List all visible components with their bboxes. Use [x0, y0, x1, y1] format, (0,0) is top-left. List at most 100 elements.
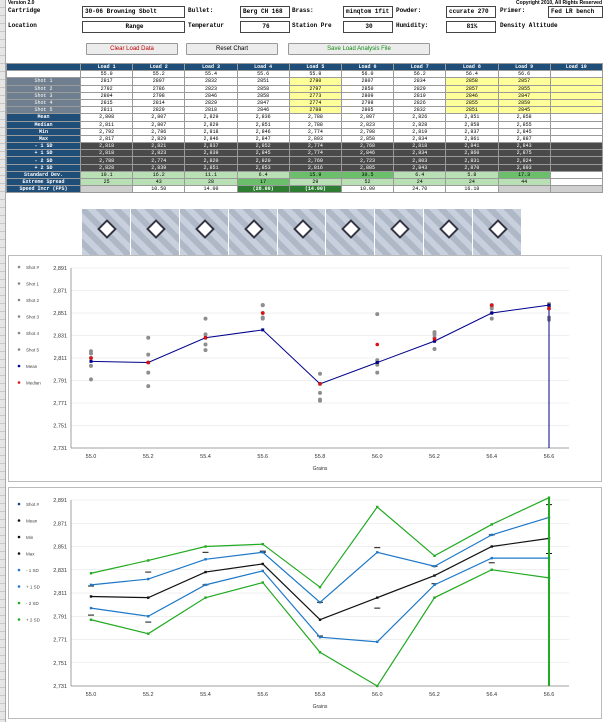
grid-cell[interactable]: 24 — [393, 177, 447, 187]
grid-cell[interactable]: Load 8 — [445, 62, 499, 72]
grid-cell[interactable]: 29 — [288, 177, 342, 187]
grid-cell[interactable]: Load 2 — [132, 62, 186, 72]
station-pressure-field[interactable]: 30 — [343, 21, 393, 33]
grid-cell[interactable]: 2,831 — [445, 156, 499, 165]
grid-cell[interactable]: 24.70 — [393, 185, 447, 194]
grid-cell[interactable]: Load 1 — [79, 62, 134, 72]
cartridge-field[interactable]: 30-06 Browning Sbolt — [82, 6, 185, 18]
grid-cell[interactable]: 2,852 — [236, 142, 290, 151]
grid-cell[interactable]: Load 10 — [549, 62, 603, 72]
grid-cell[interactable]: 2851 — [236, 77, 290, 86]
grid-cell[interactable]: 55.8 — [288, 70, 342, 79]
grid-cell[interactable]: 6.4 — [236, 170, 290, 180]
grid-cell[interactable]: 2,803 — [288, 134, 342, 144]
grid-cell[interactable]: 2832 — [184, 77, 238, 86]
grid-cell[interactable]: 2,858 — [445, 120, 499, 129]
grid-cell[interactable]: 2,829 — [132, 134, 186, 144]
grid-cell[interactable]: 15.9 — [288, 170, 342, 180]
grid-cell[interactable] — [549, 134, 603, 144]
grid-cell[interactable]: 2,788 — [288, 120, 342, 129]
grid-cell[interactable]: 2773 — [288, 91, 342, 100]
grid-cell[interactable]: 2857 — [497, 77, 551, 86]
grid-cell[interactable]: 2,774 — [288, 149, 342, 158]
grid-cell[interactable] — [549, 177, 603, 187]
grid-cell[interactable]: 2,837 — [184, 142, 238, 151]
grid-cell[interactable]: 2,824 — [497, 156, 551, 165]
grid-cell[interactable]: 2,817 — [79, 134, 134, 144]
grid-cell[interactable]: 2,786 — [132, 127, 186, 136]
grid-cell[interactable]: 16.10 — [445, 185, 499, 194]
grid-cell[interactable]: Load 4 — [236, 62, 290, 72]
grid-cell[interactable]: 2,870 — [445, 163, 499, 172]
grid-cell[interactable]: 2,843 — [393, 163, 447, 172]
grid-cell[interactable]: 2826 — [393, 98, 447, 108]
grid-cell[interactable]: 2847 — [497, 91, 551, 100]
grid-cell[interactable]: 2829 — [132, 106, 186, 115]
grid-cell[interactable]: Load 5 — [288, 62, 342, 72]
grid-cell[interactable]: 2,819 — [393, 127, 447, 136]
grid-cell[interactable]: 52 — [340, 177, 395, 187]
grid-cell[interactable]: (14.00) — [288, 185, 342, 194]
grid-cell[interactable]: 2823 — [184, 84, 238, 93]
grid-cell[interactable]: 2,821 — [132, 142, 186, 151]
grid-cell[interactable]: 2,893 — [497, 163, 551, 172]
grid-cell[interactable]: 2804 — [79, 91, 134, 100]
grid-cell[interactable]: 2,841 — [445, 142, 499, 151]
grid-cell[interactable]: 2851 — [445, 106, 499, 115]
grid-cell[interactable]: 2,851 — [184, 163, 238, 172]
grid-cell[interactable]: 2,823 — [132, 149, 186, 158]
grid-cell[interactable]: 2780 — [288, 77, 342, 86]
grid-cell[interactable]: 2847 — [236, 98, 290, 108]
grid-cell[interactable]: 2834 — [393, 77, 447, 86]
grid-cell[interactable]: 2829 — [393, 84, 447, 93]
grid-cell[interactable]: 2,829 — [184, 113, 238, 122]
grid-cell[interactable]: 2,829 — [184, 120, 238, 129]
grid-cell[interactable] — [549, 149, 603, 158]
powder-field[interactable]: ccurate 270 — [446, 6, 496, 18]
grid-cell[interactable]: 2,788 — [79, 156, 134, 165]
grid-cell[interactable]: 2,816 — [288, 163, 342, 172]
grid-cell[interactable]: 2,846 — [236, 127, 290, 136]
grid-cell[interactable]: Load 6 — [340, 62, 395, 72]
grid-cell[interactable]: 2811 — [79, 106, 134, 115]
grid-cell[interactable]: 2,820 — [236, 156, 290, 165]
grid-cell[interactable]: 2,845 — [497, 127, 551, 136]
grid-cell[interactable]: 2,858 — [497, 113, 551, 122]
grid-cell[interactable] — [79, 185, 134, 194]
grid-cell[interactable] — [549, 91, 603, 100]
grid-cell[interactable]: 2798 — [340, 98, 395, 108]
grid-cell[interactable]: 2850 — [340, 84, 395, 93]
grid-cell[interactable]: 2,807 — [132, 113, 186, 122]
grid-cell[interactable]: 2,855 — [497, 120, 551, 129]
grid-cell[interactable]: 2,818 — [79, 149, 134, 158]
grid-cell[interactable] — [549, 185, 603, 194]
grid-cell[interactable]: 24 — [445, 177, 499, 187]
grid-cell[interactable] — [549, 84, 603, 93]
grid-cell[interactable]: 2,818 — [79, 142, 134, 151]
grid-cell[interactable]: 44 — [497, 177, 551, 187]
grid-cell[interactable]: 2,774 — [288, 127, 342, 136]
grid-cell[interactable]: 2832 — [393, 106, 447, 115]
grid-cell[interactable]: 56.6 — [497, 70, 551, 79]
grid-cell[interactable]: 2,875 — [497, 149, 551, 158]
grid-cell[interactable]: 2855 — [445, 98, 499, 108]
grid-cell[interactable]: 2845 — [497, 106, 551, 115]
grid-cell[interactable]: 43 — [132, 177, 186, 187]
grid-cell[interactable]: 2,828 — [79, 163, 134, 172]
brass-field[interactable]: minqtom 1fit — [343, 6, 393, 18]
grid-cell[interactable]: Load 7 — [393, 62, 447, 72]
grid-cell[interactable] — [549, 77, 603, 86]
grid-cell[interactable]: 2,887 — [497, 134, 551, 144]
grid-cell[interactable]: 2,820 — [184, 156, 238, 165]
grid-cell[interactable]: 2829 — [184, 98, 238, 108]
grid-cell[interactable]: 2,818 — [393, 142, 447, 151]
grid-cell[interactable]: 2,811 — [79, 120, 134, 129]
grid-cell[interactable]: 56.2 — [393, 70, 447, 79]
grid-cell[interactable]: 28 — [184, 177, 238, 187]
grid-cell[interactable]: 16.2 — [132, 170, 186, 180]
grid-cell[interactable] — [549, 156, 603, 165]
grid-cell[interactable]: 2858 — [445, 77, 499, 86]
grid-cell[interactable]: 2855 — [497, 84, 551, 93]
grid-cell[interactable]: 2817 — [79, 77, 134, 86]
grid-cell[interactable] — [549, 170, 603, 180]
